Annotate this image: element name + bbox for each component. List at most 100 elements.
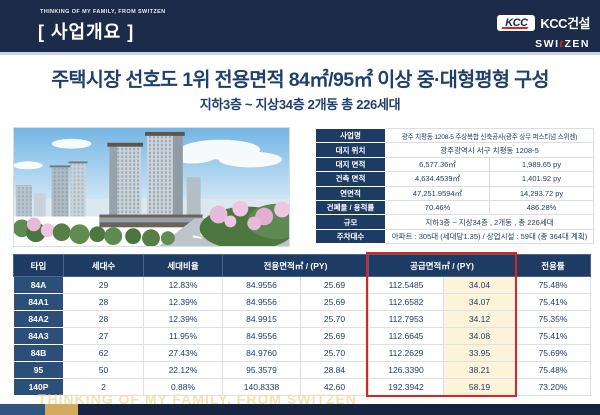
footer-watermark: THINKING OF MY FAMILY, FROM SWITZEN [38,391,357,407]
unit-type-cell: 84A3 [13,327,64,345]
info-value: 4,634.4539㎡ [385,171,490,187]
unit-value-cell: 95.3579 [222,361,301,379]
unit-value-cell: 112.6645 [368,327,444,345]
footer-bar [0,404,600,415]
unit-value-cell: 34.12 [443,310,516,328]
footer-bar-navy-segment [78,404,600,415]
unit-value-cell: 28.84 [300,361,369,379]
building-rendering-art [14,128,289,246]
info-value: 486.28% [488,199,595,216]
unit-value-cell: 62 [63,344,144,362]
unit-row: 84A2 28 12.39% 84.9915 25.70 112.7953 34.12 75.… [13,310,591,328]
info-value: 1,989.65 py [488,156,595,173]
unit-value-cell: 33.95 [443,344,516,362]
footer-bar-blue-segment [0,404,45,415]
header-tagline: THINKING OF MY FAMILY, FROM SWITZEN [40,9,166,15]
unit-value-cell: 25.69 [300,276,369,294]
unit-value-cell: 75.48% [515,276,591,294]
unit-table-body: 84A 29 12.83% 84.9556 25.69 112.5485 34.04 75.4… [13,276,591,396]
info-row: 주차대수 아파트 : 305대 (세대당1.35) / 상업시설 : 59대 (총… [315,228,595,245]
info-value: 지하3층 ~ 지상34층 , 2개동 , 총 226세대 [384,214,595,230]
info-table-body: 사업명 광주 치평동 1208-5 주상복합 신축공사(광주 상무 퍼스티넘 스위… [315,127,595,245]
info-label: 주차대수 [315,228,386,245]
unit-value-cell: 38.21 [443,361,516,379]
swizen-post: ZEN [564,38,590,50]
headline-main: 주택시장 선호도 1위 전용면적 84㎡/95㎡ 이상 중·대형평형 구성 [51,69,549,91]
headline-sub: 지하3층 ~ 지상34층 2개동 총 226세대 [199,97,401,112]
unit-value-cell: 25.70 [300,344,369,362]
unit-value-cell: 42.60 [300,378,369,396]
unit-type-cell: 95 [13,361,64,379]
unit-value-cell: 112.5485 [368,276,444,294]
unit-value-cell: 84.9556 [222,327,301,345]
info-label: 대지 면적 [315,156,386,173]
unit-value-cell: 27 [63,327,144,345]
info-row: 연면적 47,251.9594㎡ 14,293.72 py [315,185,595,201]
unit-value-cell: 84.9915 [222,310,301,328]
footer-bar-gold-segment [45,404,78,415]
unit-value-cell: 27.43% [143,344,223,362]
info-label: 규모 [315,214,386,230]
info-row: 대지 면적 6,577.36㎡ 1,989.65 py [315,156,595,173]
unit-row: 84A1 28 12.39% 84.9556 25.69 112.6582 34.07 75.… [13,293,591,311]
info-value: 6,577.36㎡ [385,156,490,173]
unit-value-cell: 50 [63,361,144,379]
unit-value-cell: 34.04 [443,276,516,294]
info-value: 광주광역시 서구 치평동 1208-5 [384,142,595,158]
unit-type-cell: 84B [13,344,64,362]
unit-value-cell: 140.8338 [222,378,301,396]
unit-row: 84A 29 12.83% 84.9556 25.69 112.5485 34.04 75.4… [13,276,591,294]
info-label: 연면적 [315,185,386,201]
unit-value-cell: 22.12% [143,361,223,379]
info-label: 건폐율 / 용적률 [315,199,386,216]
col-header-exclusive-rate: 전용률 [515,254,591,277]
unit-value-cell: 34.07 [443,293,516,311]
unit-type-table: 타입 세대수 세대비율 전용면적㎡ / (PY) 공급면적㎡ / (PY) 전용… [13,254,591,396]
unit-value-cell: 25.69 [300,327,369,345]
unit-value-cell: 25.69 [300,293,369,311]
info-label: 사업명 [315,127,386,144]
info-row: 대지 위치 광주광역시 서구 치평동 1208-5 [315,142,595,158]
swizen-logo: SWItZEN [535,38,590,50]
unit-value-cell: 112.2629 [368,344,444,362]
unit-row: 140P 2 0.88% 140.8338 42.60 192.3942 58.19 73.2… [13,378,591,396]
unit-value-cell: 75.48% [515,361,591,379]
unit-value-cell: 12.83% [143,276,223,294]
unit-type-cell: 84A1 [13,293,64,311]
info-value: 14,293.72 py [488,185,595,201]
unit-value-cell: 84.9760 [222,344,301,362]
info-row: 사업명 광주 치평동 1208-5 주상복합 신축공사(광주 상무 퍼스티넘 스위… [315,127,595,144]
unit-row: 84B 62 27.43% 84.9760 25.70 112.2629 33.95 75.6… [13,344,591,362]
unit-value-cell: 2 [63,378,144,396]
unit-value-cell: 84.9556 [222,293,301,311]
info-label: 대지 위치 [315,142,386,158]
unit-value-cell: 58.19 [443,378,516,396]
unit-value-cell: 75.41% [515,293,591,311]
unit-value-cell: 84.9556 [222,276,301,294]
unit-table-header-row: 타입 세대수 세대비율 전용면적㎡ / (PY) 공급면적㎡ / (PY) 전용… [13,254,591,277]
project-info-table: 사업명 광주 치평동 1208-5 주상복합 신축공사(광주 상무 퍼스티넘 스위… [315,127,595,245]
kcc-logo-icon: KCC [497,14,536,31]
info-row: 규모 지하3층 ~ 지상34층 , 2개동 , 총 226세대 [315,214,595,230]
unit-value-cell: 28 [63,310,144,328]
col-header-supply-area: 공급면적㎡ / (PY) [368,254,516,277]
kcc-badge-text: KCC [505,16,528,29]
unit-value-cell: 0.88% [143,378,223,396]
page-title: [ 사업개요 ] [38,22,135,42]
col-header-ratio: 세대비율 [143,254,223,277]
info-value: 1,401.92 py [488,171,595,187]
unit-value-cell: 75.69% [515,344,591,362]
unit-value-cell: 192.3942 [368,378,444,396]
unit-value-cell: 75.41% [515,327,591,345]
unit-value-cell: 11.95% [143,327,223,345]
swizen-accent: t [559,38,565,50]
col-header-exclusive-area: 전용면적㎡ / (PY) [222,254,369,277]
unit-value-cell: 75.35% [515,310,591,328]
logo-area: KCC KCC건설 SWItZEN [497,13,590,50]
unit-type-cell: 140P [13,378,64,396]
unit-value-cell: 112.7953 [368,310,444,328]
info-row: 건축 면적 4,634.4539㎡ 1,401.92 py [315,171,595,187]
unit-value-cell: 12.39% [143,310,223,328]
unit-type-cell: 84A [13,276,64,294]
info-value: 47,251.9594㎡ [385,185,490,201]
